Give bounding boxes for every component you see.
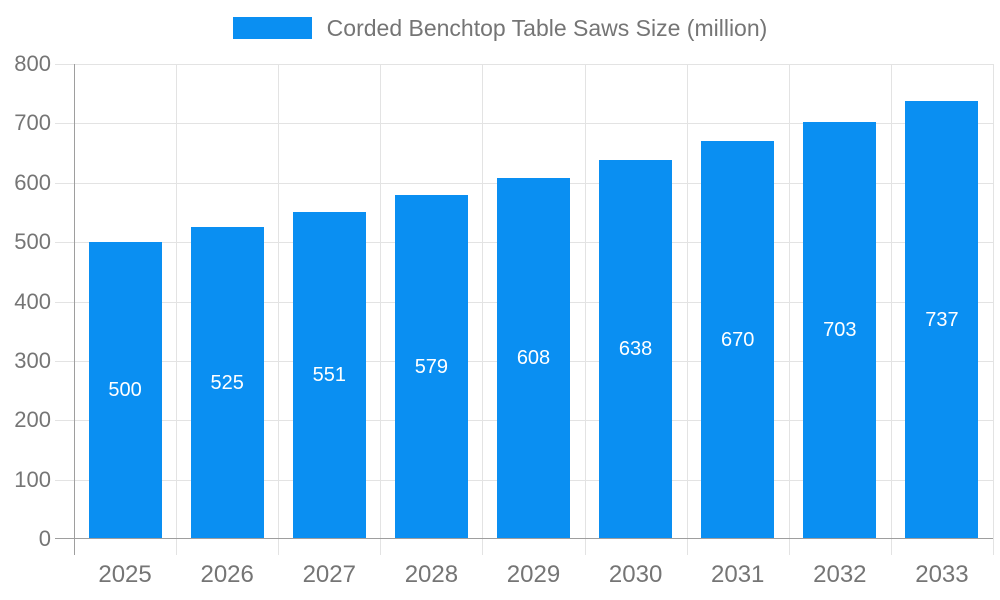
y-axis-tick-label: 200 [14,407,51,433]
bar[interactable]: 703 [803,121,877,539]
gridline-vertical [686,64,688,555]
y-axis-line [74,64,75,555]
bar[interactable]: 500 [88,242,162,539]
gridline-vertical [890,64,892,555]
y-axis-tick-label: 600 [14,169,51,195]
bar-value-label: 703 [823,318,857,341]
y-axis-tick-label: 100 [14,466,51,492]
x-axis-tick-label: 2026 [200,561,254,588]
bar[interactable]: 608 [497,178,570,539]
x-axis-tick-label: 2025 [98,561,152,588]
gridline-horizontal [55,123,993,125]
bar[interactable]: 551 [292,211,366,539]
y-axis-tick-label: 0 [38,526,51,551]
bar-value-label: 670 [721,328,755,351]
x-axis-tick-label: 2032 [813,561,867,588]
y-axis-tick-label: 400 [14,288,51,314]
y-axis-tick-label: 800 [14,51,51,76]
x-axis-tick-label: 2029 [506,561,561,588]
bar-value-label: 525 [210,371,244,394]
legend-swatch-icon [232,17,312,39]
bar-value-label: 638 [618,338,653,361]
bar[interactable]: 579 [394,195,468,539]
x-axis-line [55,538,993,539]
x-axis-tick-label: 2027 [302,561,356,588]
bar[interactable]: 525 [190,227,264,539]
bar-value-label: 500 [108,379,142,402]
y-axis-tick-label: 300 [14,347,51,373]
bar-value-label: 579 [414,355,449,378]
legend-item[interactable]: Corded Benchtop Table Saws Size (million… [232,14,768,42]
gridline-vertical [380,64,382,555]
gridline-vertical [176,64,178,555]
bar[interactable]: 737 [905,101,979,539]
plot-area: 0 100 200 300 400 500 600 700 800 500 2025 525 2026 5… [14,51,994,588]
bar[interactable]: 638 [599,160,673,539]
gridline-vertical [993,64,994,555]
x-axis-tick-label: 2028 [404,561,459,588]
gridline-vertical [584,64,586,555]
x-axis-tick-label: 2030 [608,561,663,588]
gridline-vertical [482,64,484,555]
legend: Corded Benchtop Table Saws Size (million… [0,0,1000,56]
gridline-vertical [788,64,790,555]
x-axis-tick-label: 2033 [915,561,969,588]
legend-series-label: Corded Benchtop Table Saws Size (million… [326,14,768,41]
y-axis-tick-label: 700 [14,110,51,136]
y-axis-tick-label: 500 [14,229,51,255]
x-axis-tick-label: 2031 [711,561,765,588]
gridline-vertical [278,64,280,555]
bar-value-label: 608 [516,347,551,369]
bar[interactable]: 670 [701,141,775,539]
gridline-horizontal [55,64,993,65]
bar-value-label: 737 [925,308,959,331]
bar-value-label: 551 [312,363,346,386]
